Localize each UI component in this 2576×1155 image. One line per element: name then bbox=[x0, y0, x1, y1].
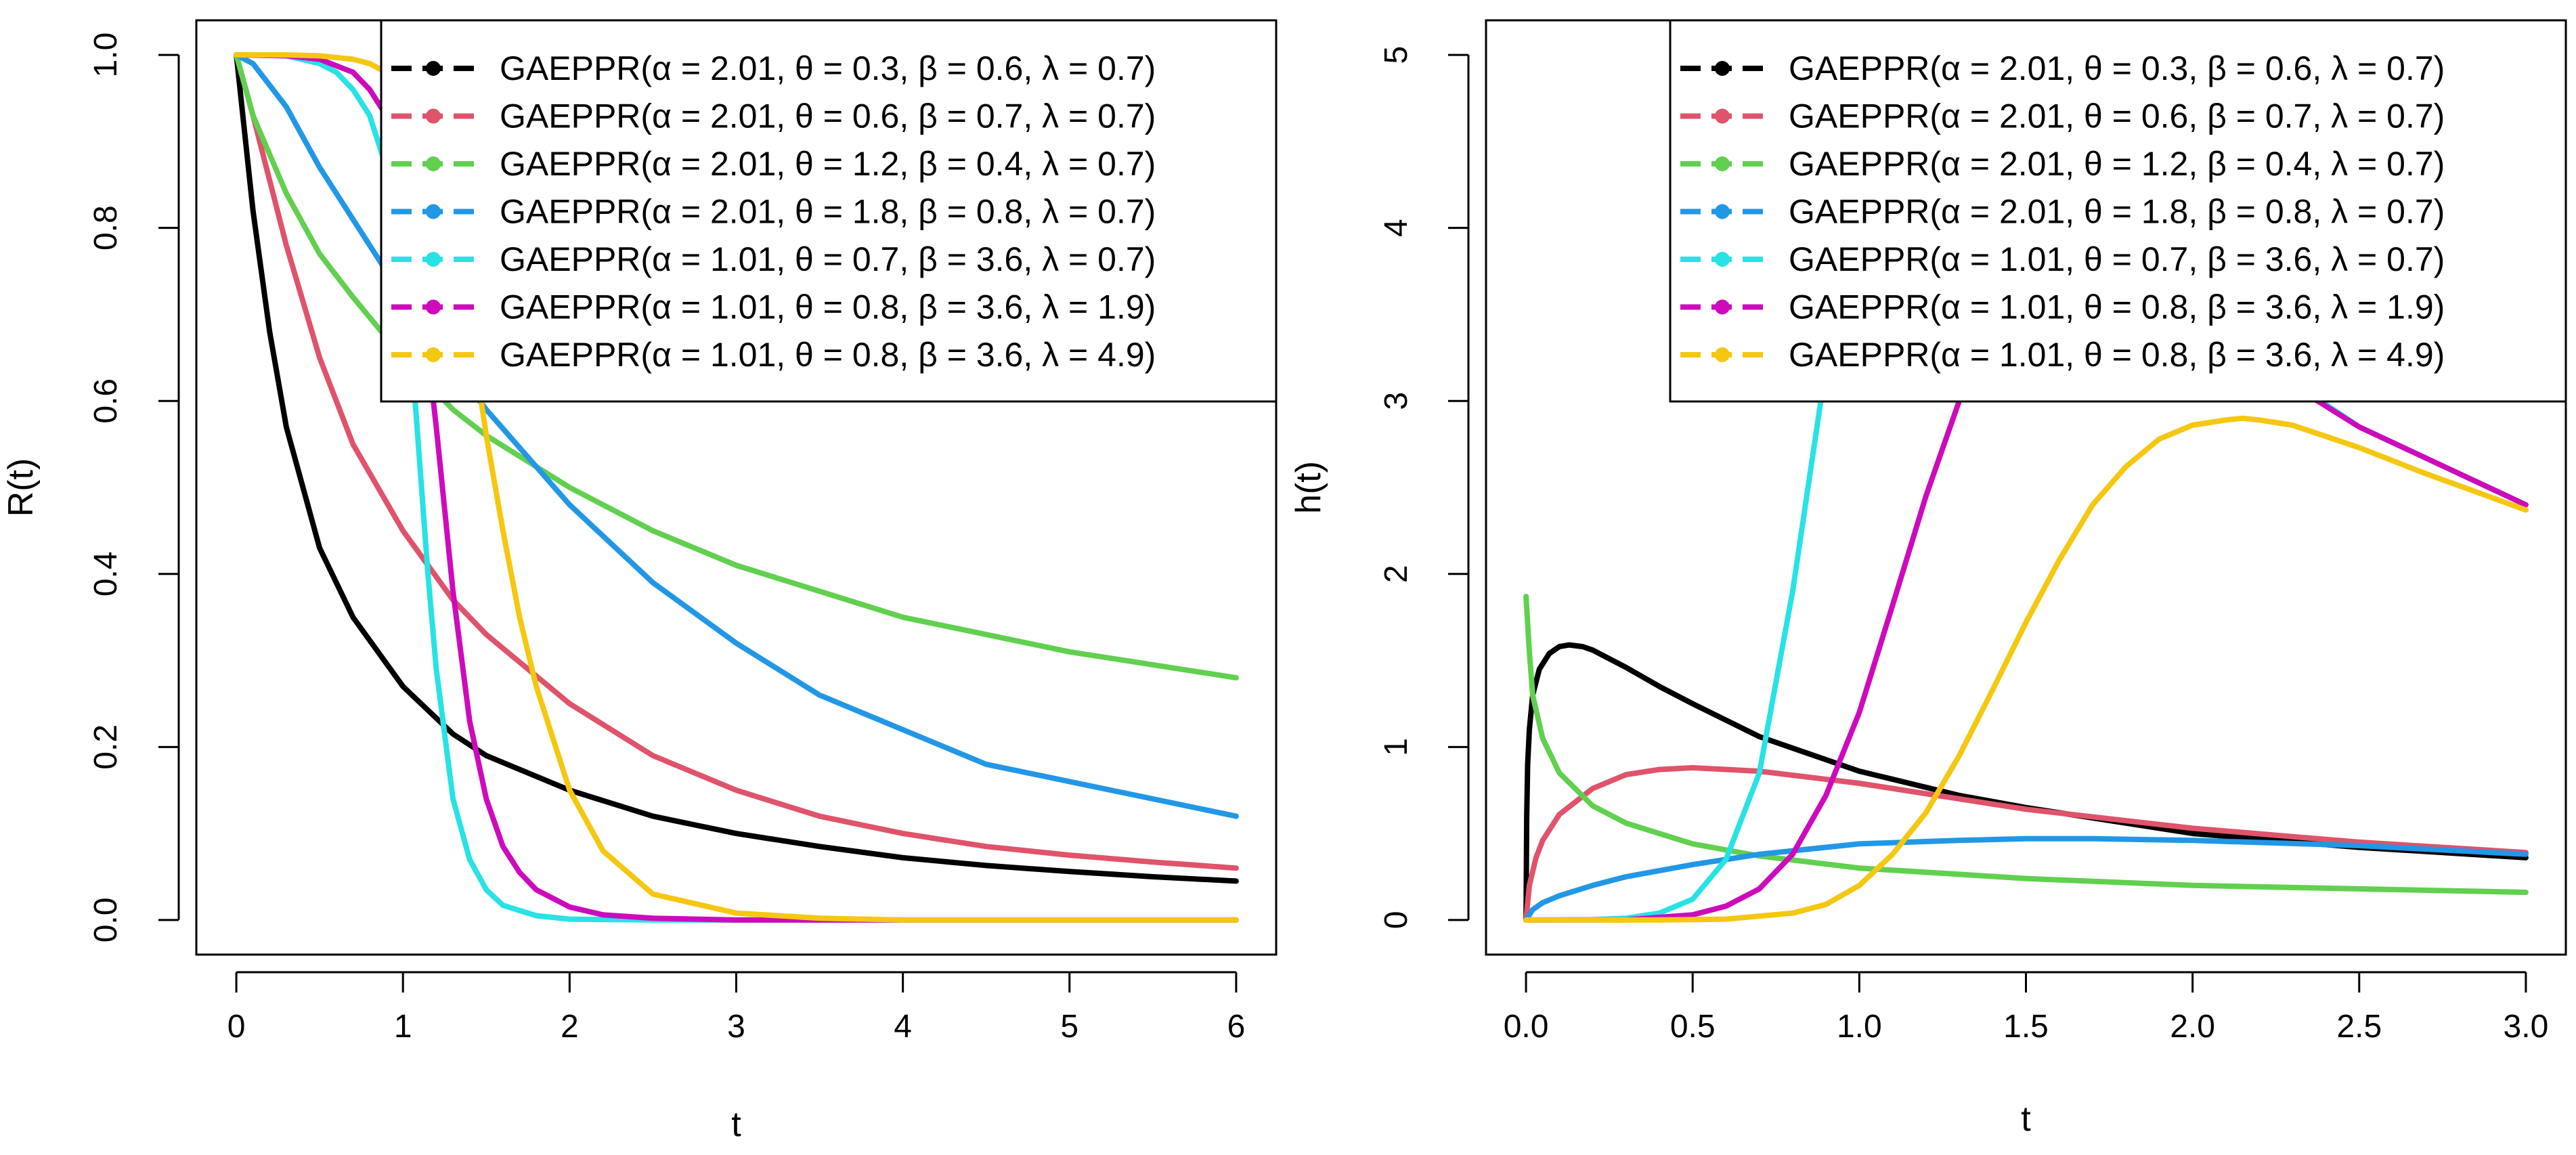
legend-label: GAEPPR(α = 1.01, θ = 0.8, β = 3.6, λ = 4… bbox=[1789, 336, 2445, 374]
y-axis-title: h(t) bbox=[1289, 461, 1328, 514]
legend-label: GAEPPR(α = 2.01, θ = 0.3, β = 0.6, λ = 0… bbox=[1789, 49, 2445, 87]
y-tick-label: 0.0 bbox=[88, 898, 124, 943]
legend-label: GAEPPR(α = 2.01, θ = 0.6, β = 0.7, λ = 0… bbox=[500, 97, 1156, 135]
y-tick-label: 3 bbox=[1378, 392, 1414, 410]
x-tick-label: 2.5 bbox=[2336, 1009, 2382, 1045]
series-line-2 bbox=[234, 52, 1239, 871]
legend-label: GAEPPR(α = 2.01, θ = 0.3, β = 0.6, λ = 0… bbox=[500, 49, 1156, 87]
y-tick-label: 1 bbox=[1378, 738, 1414, 756]
legend-label: GAEPPR(α = 1.01, θ = 0.8, β = 3.6, λ = 4… bbox=[500, 336, 1156, 374]
series-line-3 bbox=[234, 52, 1239, 681]
legend-label: GAEPPR(α = 1.01, θ = 0.8, β = 3.6, λ = 1… bbox=[500, 288, 1156, 326]
y-tick-label: 0.8 bbox=[88, 205, 124, 250]
x-axis-title: t bbox=[2021, 1099, 2031, 1139]
legend-label: GAEPPR(α = 1.01, θ = 0.7, β = 3.6, λ = 0… bbox=[500, 240, 1156, 278]
legend-key-marker bbox=[426, 156, 441, 171]
y-axis-title: R(t) bbox=[1, 458, 41, 517]
legend-key-marker bbox=[426, 204, 441, 219]
legend-key-marker bbox=[1715, 61, 1730, 76]
legend-key-marker bbox=[1715, 252, 1730, 267]
series-line-2 bbox=[1523, 765, 2529, 923]
legend-label: GAEPPR(α = 1.01, θ = 0.7, β = 3.6, λ = 0… bbox=[1789, 240, 2445, 278]
x-tick-label: 1.5 bbox=[2003, 1009, 2049, 1045]
x-tick-label: 2.0 bbox=[2170, 1009, 2215, 1045]
x-tick-label: 5 bbox=[1060, 1009, 1078, 1045]
x-tick-label: 2 bbox=[561, 1009, 579, 1045]
x-tick-label: 4 bbox=[894, 1009, 912, 1045]
legend-key-marker bbox=[1715, 347, 1730, 362]
legend-key-marker bbox=[426, 61, 441, 76]
legend-box bbox=[1669, 19, 2567, 403]
legend-label: GAEPPR(α = 2.01, θ = 1.2, β = 0.4, λ = 0… bbox=[1789, 145, 2445, 183]
legend-label: GAEPPR(α = 2.01, θ = 1.8, β = 0.8, λ = 0… bbox=[500, 193, 1156, 231]
legend-box bbox=[380, 19, 1278, 403]
legend-label: GAEPPR(α = 2.01, θ = 0.6, β = 0.7, λ = 0… bbox=[1789, 97, 2445, 135]
series-line-5 bbox=[234, 52, 1239, 923]
y-tick-label: 0 bbox=[1378, 911, 1414, 930]
y-tick-label: 2 bbox=[1378, 565, 1414, 583]
x-tick-label: 1.0 bbox=[1837, 1009, 1882, 1045]
legend-key-marker bbox=[1715, 204, 1730, 219]
legend-key-marker bbox=[1715, 156, 1730, 171]
series-line-7 bbox=[1523, 415, 2529, 923]
legend-label: GAEPPR(α = 2.01, θ = 1.8, β = 0.8, λ = 0… bbox=[1789, 193, 2445, 231]
series-line-1 bbox=[234, 52, 1239, 884]
legend-key-marker bbox=[426, 299, 441, 315]
left-panel-reliability: 0 1 2 3 4 5 6 t 0.0 0.2 0.4 0.6 0.8 1.0 R(t) GAEPPR(α =… bbox=[1, 19, 1278, 1144]
legend-key-marker bbox=[1715, 299, 1730, 315]
right-panel-hazard: 0.0 0.5 1.0 1.5 2.0 2.5 3.0 t 0 1 2 3 4 5 h(t) GAEPPR(α… bbox=[1289, 19, 2567, 1139]
x-tick-label: 0.0 bbox=[1504, 1009, 1549, 1045]
x-tick-label: 3.0 bbox=[2504, 1009, 2549, 1045]
x-tick-label: 6 bbox=[1227, 1009, 1246, 1045]
x-tick-label: 0 bbox=[227, 1009, 246, 1045]
legend-key-marker bbox=[1715, 108, 1730, 124]
series-line-3 bbox=[1523, 594, 2529, 895]
legend-label: GAEPPR(α = 1.01, θ = 0.8, β = 3.6, λ = 1… bbox=[1789, 288, 2445, 326]
legend-key-marker bbox=[426, 347, 441, 362]
series-line-6 bbox=[234, 52, 1239, 923]
series-line-4 bbox=[1523, 835, 2529, 923]
legend-label: GAEPPR(α = 2.01, θ = 1.2, β = 0.4, λ = 0… bbox=[500, 145, 1156, 183]
x-tick-label: 3 bbox=[727, 1009, 745, 1045]
y-tick-label: 4 bbox=[1378, 219, 1414, 237]
x-axis-title: t bbox=[731, 1105, 741, 1144]
y-tick-label: 0.2 bbox=[88, 724, 124, 770]
legend-key-marker bbox=[426, 252, 441, 267]
x-tick-label: 0.5 bbox=[1670, 1009, 1716, 1045]
series-line-4 bbox=[234, 52, 1239, 819]
x-tick-label: 1 bbox=[394, 1009, 412, 1045]
y-tick-label: 5 bbox=[1378, 46, 1414, 64]
y-tick-label: 0.6 bbox=[88, 378, 124, 424]
legend-key-marker bbox=[426, 108, 441, 124]
y-tick-label: 0.4 bbox=[88, 551, 124, 596]
y-tick-label: 1.0 bbox=[88, 32, 124, 78]
